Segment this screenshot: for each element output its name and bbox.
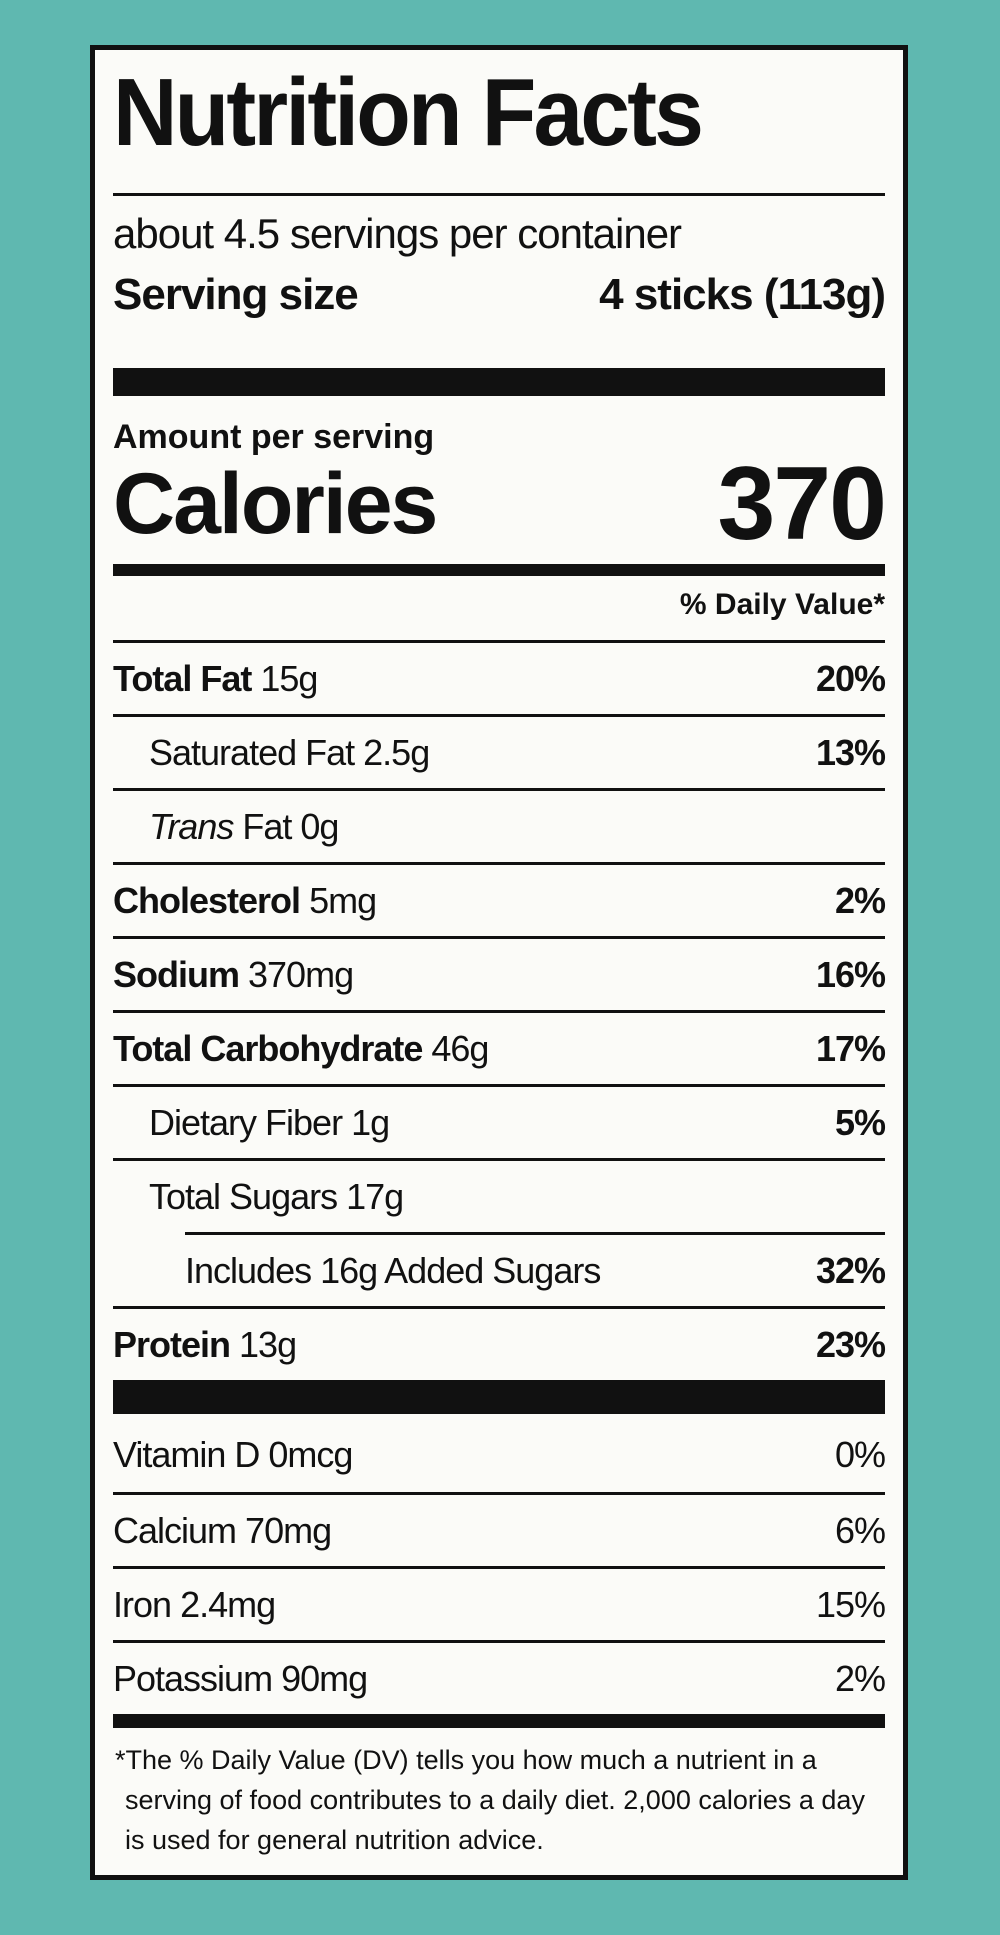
amount: 13g <box>239 1323 297 1365</box>
dv: 5% <box>834 1101 886 1143</box>
nutrient-row: Dietary Fiber 1g 5% <box>113 1084 886 1158</box>
nutrient-row: Includes 16g Added Sugars 32% <box>185 1232 886 1306</box>
servings: about 4.5 servings per container <box>113 210 682 257</box>
nutrient-row: Cholesterol 5mg 2% <box>113 862 886 936</box>
title: Nutrition Facts <box>113 59 704 166</box>
nutrient-row: Total Sugars 17g <box>113 1158 885 1232</box>
dv: 15% <box>815 1583 886 1625</box>
thick-bar <box>113 1380 885 1414</box>
label: Total Carbohydrate <box>113 1027 423 1069</box>
amount: 70mg <box>245 1509 332 1551</box>
label: Fat <box>242 805 292 847</box>
amount: 2.4mg <box>180 1583 276 1625</box>
dv: 13% <box>815 731 886 773</box>
serving-size: Serving size 4 sticks (113g) <box>113 270 886 320</box>
footnote: *The % Daily Value (DV) tells you how mu… <box>115 1745 865 1855</box>
amount: 46g <box>431 1027 489 1069</box>
dv: 2% <box>834 879 886 921</box>
label: Sodium <box>113 953 240 995</box>
amount: 15g <box>260 657 318 699</box>
nutrient-rows: Total Fat 15g 20% Saturated Fat 2.5g 13% T… <box>113 640 886 1380</box>
daily-value-header: % Daily Value* <box>679 588 885 621</box>
dv: 32% <box>815 1249 886 1291</box>
dv: 2% <box>834 1657 886 1699</box>
serving-size-label: Serving size <box>113 270 359 319</box>
medium-bar <box>113 564 885 576</box>
vitamin-row: Vitamin D 0mcg 0% <box>113 1418 886 1492</box>
calories-label: Calories <box>113 456 438 552</box>
label: Total Fat <box>113 657 252 699</box>
vitamin-row: Iron 2.4mg 15% <box>113 1566 886 1640</box>
label: Vitamin D <box>113 1434 260 1475</box>
calories-value: 370 <box>717 446 887 562</box>
dv: 23% <box>815 1323 886 1365</box>
amount-label: Amount per serving <box>113 418 435 456</box>
amount: 5mg <box>309 879 377 921</box>
dv: 17% <box>815 1027 886 1069</box>
amount: 0mcg <box>268 1434 353 1475</box>
amount: 90mg <box>281 1657 368 1699</box>
nutrient-row: Sodium 370mg 16% <box>113 936 886 1010</box>
divider <box>113 193 885 196</box>
serving-size-value: 4 sticks (113g) <box>599 270 886 319</box>
nutrient-row: Total Carbohydrate 46g 17% <box>113 1010 886 1084</box>
label: Protein <box>113 1323 231 1365</box>
nutrient-row: Trans Fat 0g <box>113 788 885 862</box>
label: Includes 16g Added Sugars <box>185 1249 601 1291</box>
nutrient-row: Total Fat 15g 20% <box>113 640 886 714</box>
label: Total Sugars <box>149 1175 338 1217</box>
amount: 370mg <box>248 953 354 995</box>
vitamin-row: Potassium 90mg 2% <box>113 1640 886 1714</box>
calories: Calories 370 <box>113 445 887 564</box>
amount: 2.5g <box>363 731 430 773</box>
dv: 20% <box>815 657 886 699</box>
amount: 0g <box>300 805 339 847</box>
amount: 17g <box>346 1175 404 1217</box>
nutrition-panel: Nutrition Facts about 4.5 servings per c… <box>90 45 908 1880</box>
medium-bar <box>113 1714 885 1728</box>
nutrient-row: Saturated Fat 2.5g 13% <box>113 714 886 788</box>
label: Potassium <box>113 1657 273 1699</box>
dv: 16% <box>815 953 886 995</box>
dv: 0% <box>834 1434 886 1475</box>
vitamin-rows: Vitamin D 0mcg 0% Calcium 70mg 6% Iron 2.4… <box>113 1418 886 1714</box>
nutrient-row: Protein 13g 23% <box>113 1306 886 1380</box>
label-italic: Trans <box>149 805 234 847</box>
dv: 6% <box>834 1509 886 1551</box>
thick-bar <box>113 368 885 396</box>
amount: 1g <box>351 1101 390 1143</box>
label: Cholesterol <box>113 879 301 921</box>
label: Iron <box>113 1583 172 1625</box>
label: Dietary Fiber <box>149 1101 343 1143</box>
label: Saturated Fat <box>149 731 355 773</box>
label: Calcium <box>113 1509 237 1551</box>
vitamin-row: Calcium 70mg 6% <box>113 1492 886 1566</box>
